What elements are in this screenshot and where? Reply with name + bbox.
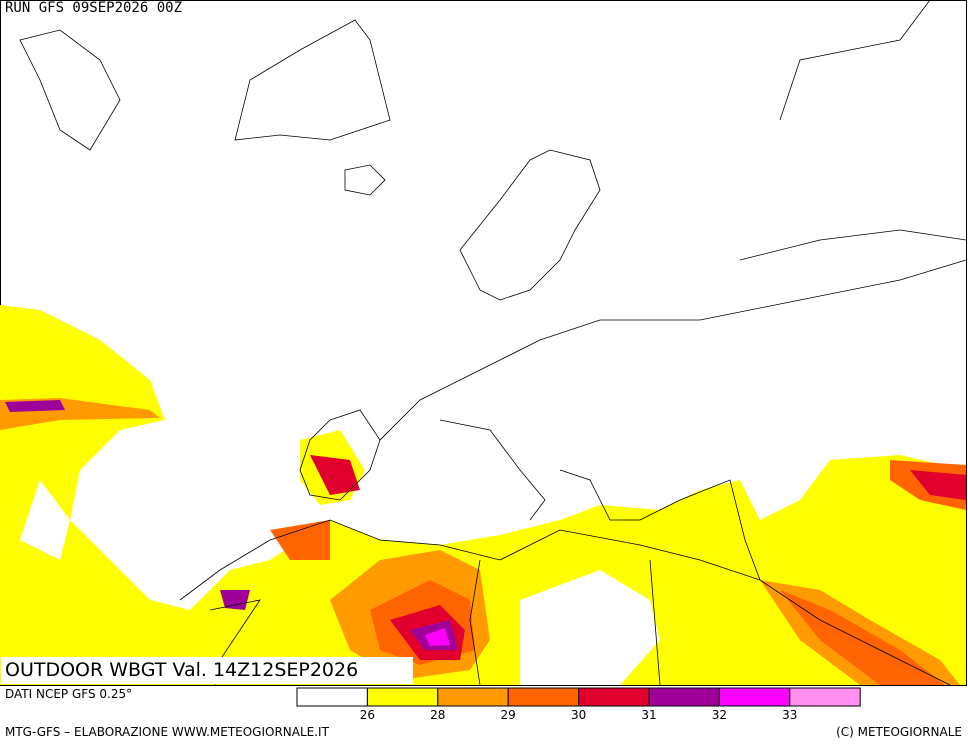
legend-tick-label: 31	[641, 708, 656, 722]
legend-swatch	[718, 687, 791, 707]
run-label: RUN GFS 09SEP2026 00Z	[5, 0, 182, 16]
legend-tick-label: 29	[501, 708, 516, 722]
legend-swatch	[578, 687, 650, 707]
legend-swatch	[789, 687, 861, 707]
legend-tick-label: 28	[430, 708, 445, 722]
legend-swatch	[366, 687, 439, 707]
map-label: OUTDOOR WBGT Val. 14Z12SEP2026	[5, 659, 358, 681]
source-label: DATI NCEP GFS 0.25°	[5, 687, 132, 701]
legend-swatch	[437, 687, 509, 707]
legend-tick-label: 33	[782, 708, 797, 722]
legend-tick-label: 30	[571, 708, 586, 722]
legend-swatch	[648, 687, 720, 707]
legend-swatch	[507, 687, 580, 707]
heat-areas	[0, 305, 966, 685]
coastlines	[19, 0, 967, 686]
legend: 26 28 29 30 31 32 33	[296, 687, 861, 722]
map: RUN GFS 09SEP2026 00Z OUTDOOR WBGT Val. …	[0, 0, 967, 686]
legend-swatch	[296, 687, 368, 707]
label-box	[1, 657, 413, 684]
legend-tick-label: 32	[712, 708, 727, 722]
copyright-label: (C) METEOGIORNALE	[836, 725, 962, 739]
legend-tick-label: 26	[360, 708, 375, 722]
credit-label: MTG-GFS – ELABORAZIONE WWW.METEOGIORNALE…	[5, 725, 330, 739]
